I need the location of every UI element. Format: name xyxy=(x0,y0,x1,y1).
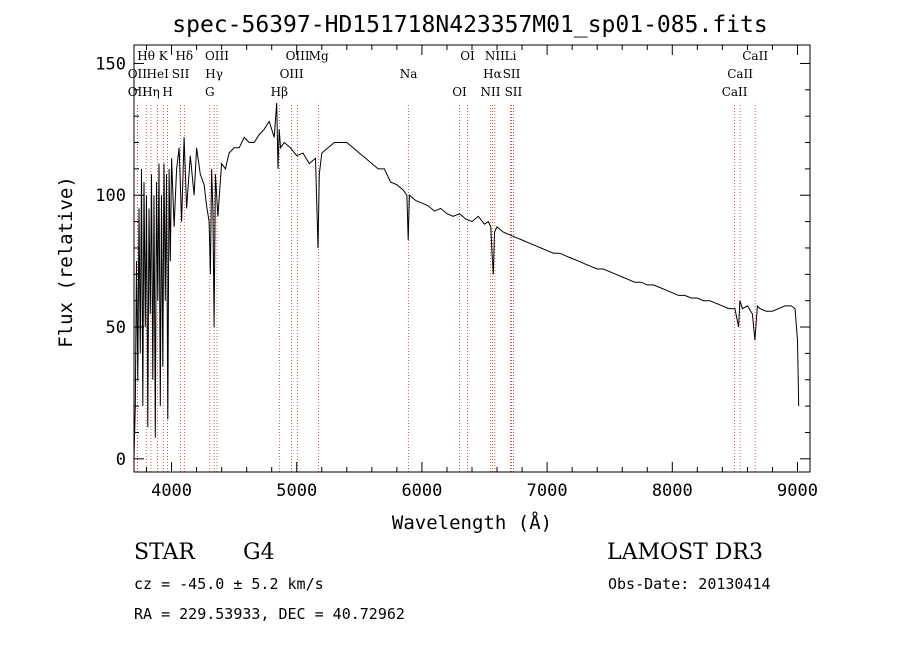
spectral-line-label: K xyxy=(159,49,169,63)
spectral-line-label: CaII xyxy=(727,67,753,81)
spectral-line-label: OI xyxy=(460,49,475,63)
coordinates: RA = 229.53933, DEC = 40.72962 xyxy=(134,605,405,623)
chart-title: spec-56397-HD151718N423357M01_sp01-085.f… xyxy=(172,12,767,38)
redshift-velocity: cz = -45.0 ± 5.2 km/s xyxy=(134,575,324,593)
y-tick-label: 100 xyxy=(95,186,126,206)
x-tick-label: 9000 xyxy=(777,481,818,501)
spectral-line-label: SII xyxy=(503,67,521,81)
spectral-line-label: SII xyxy=(172,67,190,81)
object-subclass: G4 xyxy=(243,540,275,565)
spectral-line-label: Hβ xyxy=(271,85,288,99)
spectral-line-label: G xyxy=(205,85,215,99)
spectral-line-label: Hα xyxy=(483,67,502,81)
spectral-line-label: Na xyxy=(400,67,418,81)
spectral-line-label: SII xyxy=(505,85,523,99)
x-tick-label: 7000 xyxy=(527,481,568,501)
plot-frame xyxy=(133,44,811,473)
x-tick-label: 8000 xyxy=(652,481,693,501)
spectral-line-label: Li xyxy=(505,49,517,63)
spectral-line-label: OIII xyxy=(286,49,310,63)
axis-ticks: 4000 5000 6000 7000 8000 9000 0 50 100 150 xyxy=(95,45,818,501)
spectral-line-label: H xyxy=(162,85,172,99)
spectral-line-label: OII xyxy=(128,67,148,81)
survey-label: LAMOST DR3 xyxy=(607,540,763,565)
x-axis-label: Wavelength (Å) xyxy=(392,511,552,534)
spectral-line-label: Hδ xyxy=(175,49,193,63)
spectral-line-label: OIII xyxy=(280,67,304,81)
x-tick-label: 5000 xyxy=(276,481,317,501)
spectral-line-label: CaII xyxy=(722,85,748,99)
spectral-line-label: Hγ xyxy=(205,67,223,81)
spectral-line-labels: HθOIIOIIKHeIHηHδSIIHOIIIHγGOIIIOIIIHβMgN… xyxy=(128,49,769,99)
spectrum-line xyxy=(133,102,800,459)
spectral-line-label: Hθ xyxy=(137,49,155,63)
spectral-line-label: OIII xyxy=(205,49,229,63)
spectral-line-label: NII xyxy=(485,49,505,63)
spectral-line-label: HeI xyxy=(147,67,170,81)
observation-date: Obs-Date: 20130414 xyxy=(608,575,771,593)
y-tick-label: 0 xyxy=(116,450,126,470)
x-tick-label: 6000 xyxy=(401,481,442,501)
spectral-line-label: CaII xyxy=(742,49,768,63)
spectral-line-label: NII xyxy=(481,85,501,99)
spectral-line-label: OI xyxy=(452,85,467,99)
y-tick-label: 50 xyxy=(106,318,126,338)
object-class: STAR xyxy=(134,540,195,565)
spectral-line-label: OII xyxy=(128,85,148,99)
spectral-line-label: Hη xyxy=(142,85,160,99)
x-tick-label: 4000 xyxy=(151,481,192,501)
spectral-line-label: Mg xyxy=(309,49,329,63)
y-axis-label: Flux (relative) xyxy=(55,176,77,348)
y-tick-label: 150 xyxy=(95,54,126,74)
